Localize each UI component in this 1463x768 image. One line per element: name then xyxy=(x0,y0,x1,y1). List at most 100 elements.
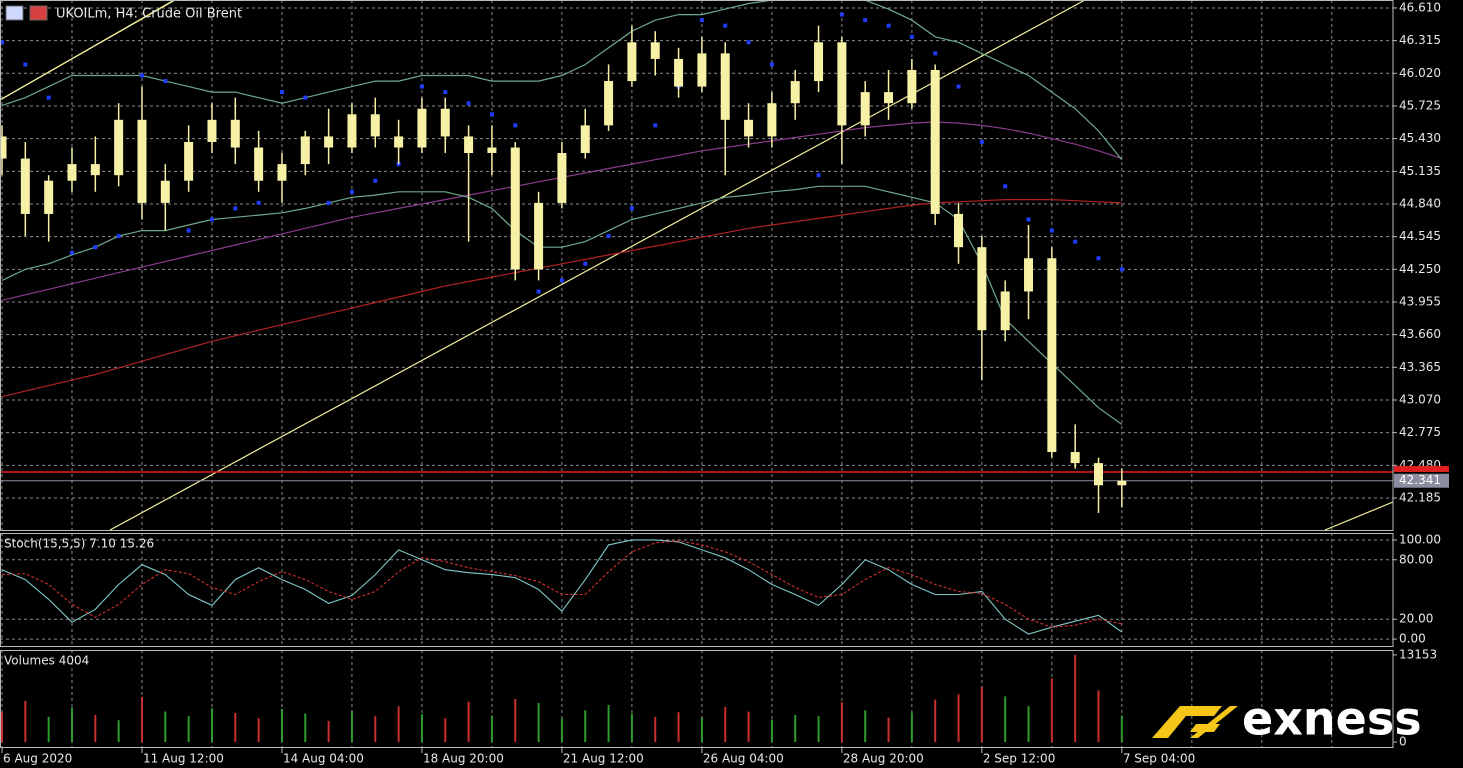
brand: exness xyxy=(1242,692,1422,746)
y-tick-label: 46.315 xyxy=(1399,33,1441,47)
volume-bar xyxy=(560,718,563,743)
x-tick-label: 18 Aug 20:00 xyxy=(423,752,504,766)
stoch-line xyxy=(1,540,1122,628)
candle-body xyxy=(534,202,544,270)
candle-body xyxy=(324,136,334,148)
sar-dot xyxy=(256,200,261,205)
candle-body xyxy=(954,213,964,248)
sar-dot xyxy=(1003,184,1008,189)
sar-dot xyxy=(513,123,518,128)
volume-bar xyxy=(607,704,610,743)
volume-bar xyxy=(910,712,913,743)
sar-dot xyxy=(279,90,284,95)
sar-dot xyxy=(419,84,424,89)
candle-body xyxy=(67,164,77,181)
volume-bar xyxy=(47,716,50,743)
volume-bar xyxy=(770,719,773,743)
y-tick-label: 43.955 xyxy=(1399,294,1441,308)
x-tick-label: 21 Aug 12:00 xyxy=(563,752,644,766)
volume-bar xyxy=(677,712,680,743)
sar-dot xyxy=(816,173,821,178)
sar-dot xyxy=(1049,228,1054,233)
sar-dot xyxy=(1096,256,1101,261)
volume-bar xyxy=(234,712,237,743)
candle-body xyxy=(744,119,754,137)
candle-body xyxy=(930,69,940,214)
candle-body xyxy=(720,53,730,120)
y-tick-label: 44.840 xyxy=(1399,196,1441,210)
candle-body xyxy=(837,42,847,126)
volume-bar xyxy=(537,702,540,743)
candle-body xyxy=(300,136,310,165)
sar-dot xyxy=(186,228,191,233)
y-tick-label: 46.020 xyxy=(1399,66,1441,80)
grid-layer xyxy=(0,0,1393,748)
volume-bar xyxy=(700,717,703,743)
y-tick-label: 42.775 xyxy=(1399,425,1441,439)
sar-dot xyxy=(116,234,121,239)
sar-dot xyxy=(839,12,844,17)
sar-dot xyxy=(1119,267,1124,272)
stoch-line xyxy=(1,539,1123,635)
x-tick-label: 11 Aug 12:00 xyxy=(143,752,224,766)
candle-body xyxy=(884,92,894,104)
title-icons xyxy=(5,5,48,21)
volume-bar xyxy=(94,714,97,743)
candle-body xyxy=(0,136,7,159)
sar-dot xyxy=(209,217,214,222)
volume-bar xyxy=(257,718,260,743)
sar-dot xyxy=(746,40,751,45)
pane-border xyxy=(0,0,1394,531)
sar-dot xyxy=(326,200,331,205)
candle-body xyxy=(184,141,194,181)
volume-bar xyxy=(24,700,27,743)
volume-bar xyxy=(70,707,73,743)
sar-dot xyxy=(303,95,308,100)
candle-body xyxy=(1024,258,1034,292)
y-tick-label: 42.185 xyxy=(1399,490,1441,504)
candle-body xyxy=(767,103,777,137)
sar-dot xyxy=(1026,217,1031,222)
volume-bar xyxy=(490,715,493,743)
candle-body xyxy=(907,69,917,104)
chart-title: UKOILm, H4: Crude Oil Brent xyxy=(56,7,242,22)
sar-dot xyxy=(93,245,98,250)
y-tick-label: 100.00 xyxy=(1399,532,1441,546)
candle-body xyxy=(604,81,614,126)
sar-dot xyxy=(46,95,51,100)
volume-bar xyxy=(374,716,377,743)
pane-border xyxy=(0,650,1394,748)
trendline xyxy=(109,0,1086,530)
sar-dot xyxy=(489,112,494,117)
volume-title: Volumes 4004 xyxy=(4,654,89,668)
icon xyxy=(29,5,48,21)
volume-bar xyxy=(1027,706,1030,743)
y-tick-label: 44.545 xyxy=(1399,229,1441,243)
y-tick-label: 45.135 xyxy=(1399,164,1441,178)
sar-dot xyxy=(956,84,961,89)
price-label-box xyxy=(1394,473,1449,488)
candle-body xyxy=(790,81,800,104)
logo-mark xyxy=(1152,706,1222,738)
candle-body xyxy=(627,42,637,82)
sar-dot xyxy=(886,23,891,28)
volume-bar xyxy=(444,718,447,743)
volume-bar xyxy=(514,699,517,743)
y-tick-label: 43.660 xyxy=(1399,327,1441,341)
candle-body xyxy=(487,147,497,154)
candle-body xyxy=(510,147,520,270)
candle-body xyxy=(1047,258,1057,453)
sar-dot xyxy=(139,73,144,78)
x-tick-label: 6 Aug 2020 xyxy=(3,752,72,766)
candle-body xyxy=(160,180,170,203)
main-pane xyxy=(0,0,1393,530)
volume-bar xyxy=(117,720,120,743)
sar-dot xyxy=(349,189,354,194)
y-tick-label: 43.070 xyxy=(1399,392,1441,406)
candle-body xyxy=(347,114,357,148)
candle-body xyxy=(674,58,684,87)
sar-dot xyxy=(163,79,168,84)
sar-dot xyxy=(536,289,541,294)
volume-bar xyxy=(187,716,190,743)
volume-bar xyxy=(794,714,797,743)
